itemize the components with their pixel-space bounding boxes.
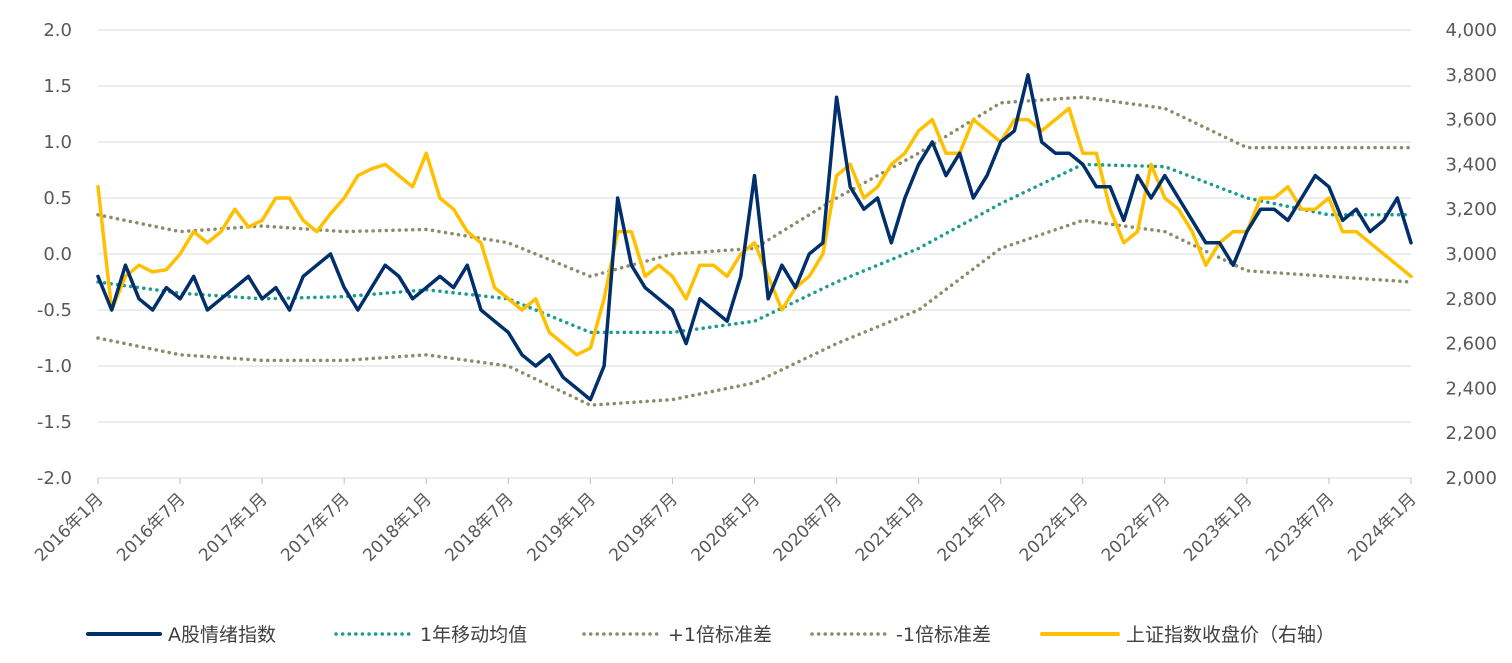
x-tick-label: 2016年1月 (31, 489, 107, 565)
x-tick-label: 2018年7月 (441, 489, 517, 565)
x-tick-label: 2022年1月 (1016, 489, 1092, 565)
x-tick-label: 2023年7月 (1262, 489, 1338, 565)
legend-label: A股情绪指数 (168, 624, 276, 646)
y-right-tick-label: 2,200 (1445, 423, 1497, 444)
series-layer (96, 73, 1413, 407)
y-left-tick-label: 0.0 (43, 244, 72, 265)
x-tick-label: 2020年7月 (770, 489, 846, 565)
legend-label: -1倍标准差 (896, 624, 991, 646)
y-axis-right: 4,000 3,800 3,600 3,400 3,200 3,000 2,800 2,600… (1445, 20, 1497, 489)
series-line-3 (96, 218, 1413, 407)
y-right-tick-label: 3,800 (1445, 65, 1497, 86)
x-tick-label: 2023年1月 (1180, 489, 1256, 565)
x-tick-label: 2017年1月 (195, 489, 271, 565)
x-tick-label: 2019年7月 (606, 489, 682, 565)
y-right-tick-label: 2,000 (1445, 468, 1497, 489)
series-line-1 (96, 162, 1413, 335)
y-left-tick-label: -2.0 (37, 468, 72, 489)
y-right-tick-label: 3,400 (1445, 154, 1497, 175)
y-left-tick-label: 2.0 (43, 20, 72, 41)
y-right-tick-label: 3,600 (1445, 110, 1497, 131)
x-tick-label: 2016年7月 (113, 489, 189, 565)
series-line-4 (96, 106, 1413, 357)
x-tick-label: 2020年1月 (688, 489, 764, 565)
y-left-tick-label: -1.0 (37, 356, 72, 377)
legend-label: +1倍标准差 (668, 624, 772, 646)
x-axis: 2016年1月 2016年7月 2017年1月 2017年7月 2018年1月 2018年… (31, 478, 1421, 566)
x-tick-label: 2022年7月 (1098, 489, 1174, 565)
series-line-0 (96, 73, 1413, 402)
y-left-tick-label: -1.5 (37, 412, 72, 433)
legend-label: 上证指数收盘价（右轴） (1126, 624, 1335, 646)
y-right-tick-label: 3,200 (1445, 199, 1497, 220)
y-right-tick-label: 3,000 (1445, 244, 1497, 265)
x-tick-label: 2018年1月 (359, 489, 435, 565)
legend: A股情绪指数 1年移动均值 +1倍标准差 -1倍标准差 上证指数收盘价（右轴） (86, 624, 1335, 646)
y-right-tick-label: 2,400 (1445, 378, 1497, 399)
x-tick-label: 2021年1月 (852, 489, 928, 565)
y-right-tick-label: 2,600 (1445, 334, 1497, 355)
x-tick-label: 2024年1月 (1344, 489, 1420, 565)
y-right-tick-label: 4,000 (1445, 20, 1497, 41)
y-axis-left: 2.0 1.5 1.0 0.5 0.0 -0.5 -1.0 -1.5 -2.0 (37, 20, 72, 489)
x-tick-label: 2019年1月 (523, 489, 599, 565)
y-left-tick-label: 0.5 (43, 188, 72, 209)
y-left-tick-label: 1.0 (43, 132, 72, 153)
y-left-tick-label: -0.5 (37, 300, 72, 321)
legend-label: 1年移动均值 (420, 624, 527, 646)
x-tick-label: 2017年7月 (277, 489, 353, 565)
y-left-tick-label: 1.5 (43, 76, 72, 97)
y-right-tick-label: 2,800 (1445, 289, 1497, 310)
x-tick-label: 2021年7月 (934, 489, 1010, 565)
